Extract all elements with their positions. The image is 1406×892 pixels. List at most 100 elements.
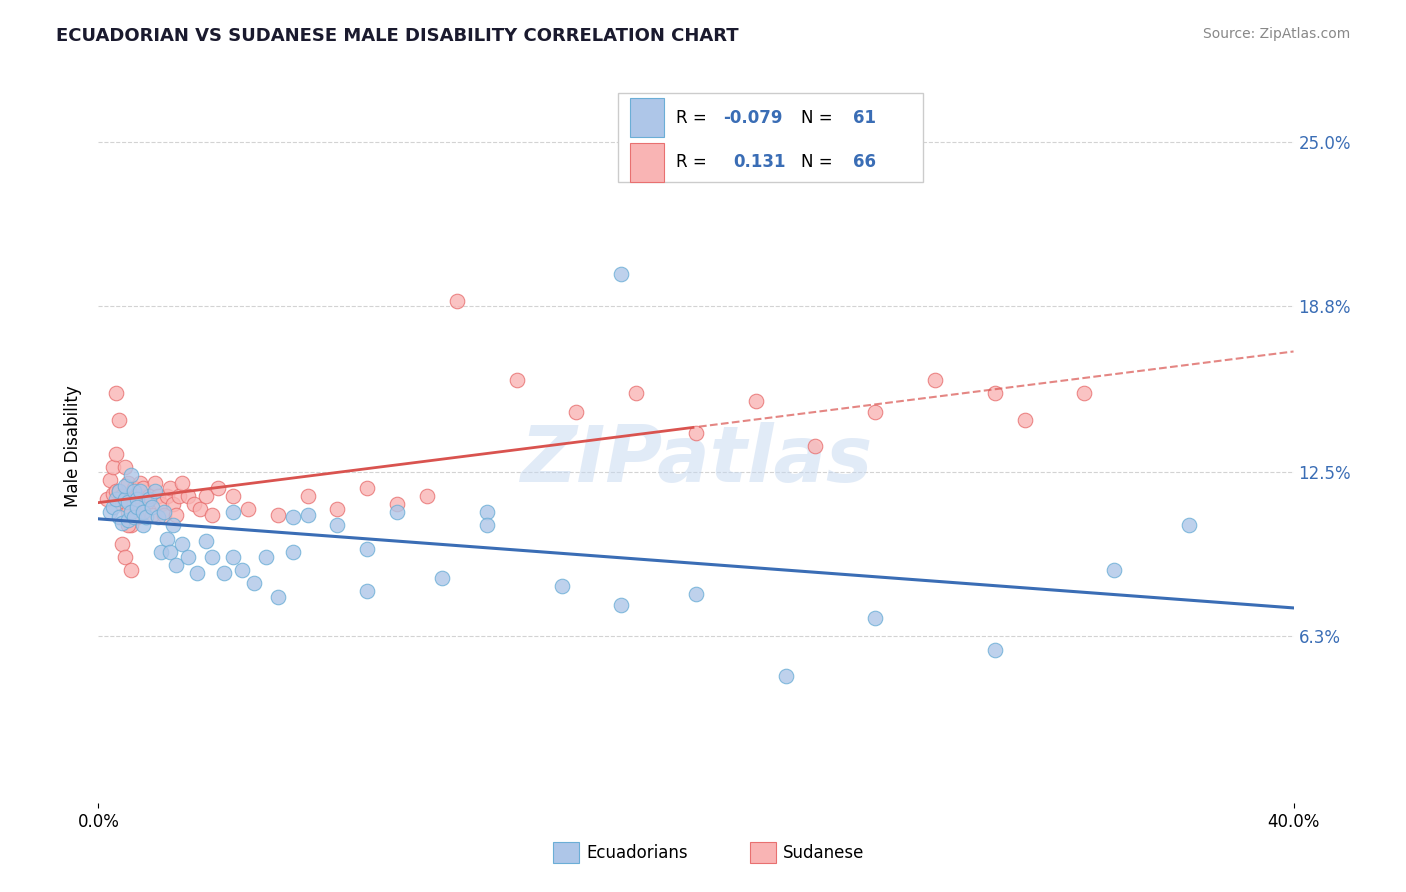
Point [138, 489, 160, 503]
Point [143, 475, 166, 490]
Point [865, 611, 887, 625]
Point [120, 505, 142, 519]
Point [1073, 386, 1095, 401]
Point [120, 489, 142, 503]
Point [103, 460, 125, 475]
Point [326, 518, 349, 533]
Point [117, 518, 139, 533]
Point [124, 510, 146, 524]
Point [156, 489, 179, 503]
Point [127, 500, 149, 514]
Point [108, 412, 131, 426]
Point [98, 505, 122, 519]
Point [150, 497, 173, 511]
Point [132, 518, 155, 533]
Point [124, 497, 146, 511]
Point [129, 483, 152, 498]
Point [1014, 412, 1036, 426]
Point [775, 669, 797, 683]
Text: N =: N = [801, 109, 838, 127]
Point [475, 518, 498, 533]
Point [506, 373, 529, 387]
Point [984, 386, 1007, 401]
Text: Ecuadorians: Ecuadorians [586, 844, 688, 862]
Point [120, 518, 142, 533]
Point [138, 491, 160, 506]
FancyBboxPatch shape [630, 98, 664, 137]
Point [108, 483, 131, 498]
Text: 61: 61 [852, 109, 876, 127]
Point [195, 489, 218, 503]
Point [183, 497, 205, 511]
Point [111, 537, 134, 551]
Point [685, 587, 707, 601]
Point [267, 590, 290, 604]
Point [108, 483, 131, 498]
Y-axis label: Male Disability: Male Disability [65, 385, 83, 507]
Point [114, 460, 136, 475]
Point [804, 439, 827, 453]
Point [201, 508, 224, 522]
Point [475, 505, 498, 519]
Point [626, 386, 648, 401]
Text: -0.079: -0.079 [724, 109, 783, 127]
Point [446, 293, 468, 308]
Point [172, 537, 194, 551]
Point [1178, 518, 1201, 533]
Point [177, 549, 200, 564]
Point [132, 481, 155, 495]
Point [297, 508, 319, 522]
Point [143, 483, 166, 498]
Point [114, 491, 136, 506]
Point [212, 566, 235, 580]
Point [356, 584, 378, 599]
Point [165, 558, 187, 572]
Point [105, 491, 128, 506]
Point [150, 545, 173, 559]
Point [153, 505, 176, 519]
Point [865, 404, 887, 418]
Point [114, 494, 136, 508]
Point [127, 510, 149, 524]
Point [326, 502, 349, 516]
Point [167, 489, 190, 503]
Point [385, 505, 409, 519]
Text: ECUADORIAN VS SUDANESE MALE DISABILITY CORRELATION CHART: ECUADORIAN VS SUDANESE MALE DISABILITY C… [56, 27, 740, 45]
Point [114, 478, 136, 492]
Point [148, 489, 170, 503]
Point [111, 497, 134, 511]
Text: N =: N = [801, 153, 838, 171]
Point [156, 532, 179, 546]
Point [297, 489, 319, 503]
Point [416, 489, 439, 503]
Text: Sudanese: Sudanese [783, 844, 865, 862]
Point [159, 545, 181, 559]
Point [135, 510, 157, 524]
Point [117, 475, 139, 490]
Point [177, 489, 200, 503]
Point [117, 505, 139, 519]
Point [186, 566, 208, 580]
Point [148, 510, 170, 524]
Point [243, 576, 266, 591]
Point [222, 549, 245, 564]
Point [132, 505, 155, 519]
Point [1104, 563, 1126, 577]
Text: Source: ZipAtlas.com: Source: ZipAtlas.com [1202, 27, 1350, 41]
FancyBboxPatch shape [619, 93, 922, 182]
Point [165, 508, 187, 522]
FancyBboxPatch shape [553, 842, 579, 863]
Point [162, 497, 184, 511]
Text: R =: R = [676, 153, 711, 171]
Point [117, 513, 139, 527]
Point [550, 579, 572, 593]
Point [610, 267, 633, 281]
Point [188, 502, 211, 516]
Point [281, 510, 304, 524]
Point [153, 508, 176, 522]
Point [120, 468, 142, 483]
Point [141, 500, 163, 514]
Point [231, 563, 253, 577]
Point [685, 425, 707, 440]
Point [124, 483, 146, 498]
